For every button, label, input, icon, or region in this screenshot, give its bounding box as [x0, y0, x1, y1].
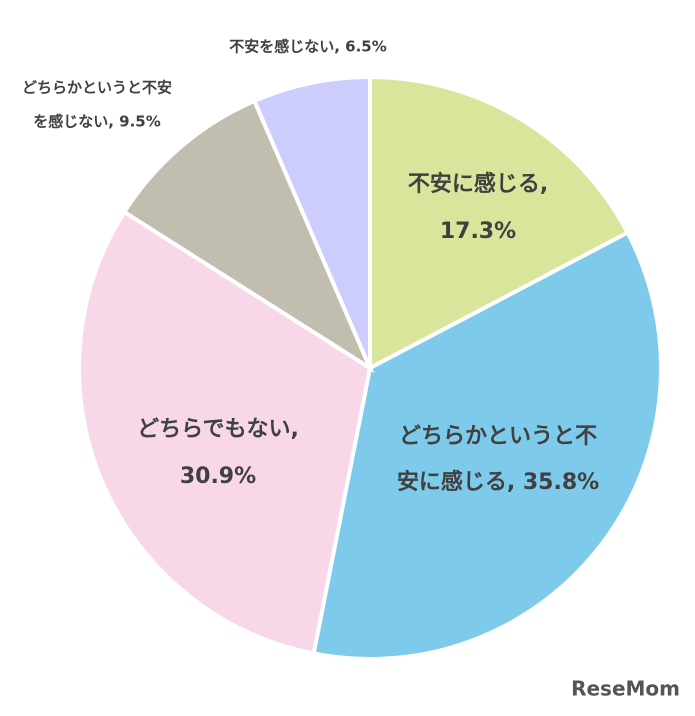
data-label: どちらでもない,: [137, 417, 299, 442]
watermark: ReseMom: [571, 677, 680, 701]
data-label: 安に感じる, 35.8%: [397, 469, 599, 495]
data-label: どちらかというと不: [399, 424, 597, 449]
data-label: 17.3%: [440, 219, 516, 244]
data-label: 30.9%: [180, 464, 256, 489]
data-label: 不安に感じる,: [408, 171, 548, 197]
pie-slice: [121, 98, 375, 374]
data-label: を感じない, 9.5%: [33, 113, 161, 131]
data-label: どちらかというと不安: [22, 79, 172, 97]
pie-slice: [311, 229, 663, 661]
data-label: 不安を感じない, 6.5%: [229, 38, 387, 56]
pie-slice: [251, 74, 372, 369]
pie-slice: [368, 74, 631, 372]
